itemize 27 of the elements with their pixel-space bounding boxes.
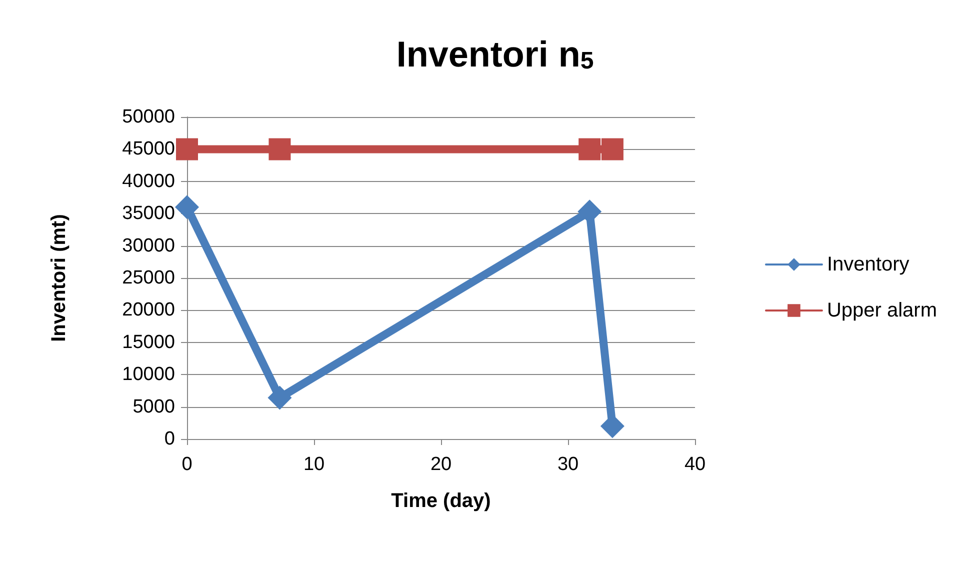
x-tick-label: 20 xyxy=(430,454,452,475)
y-tick-label: 30000 xyxy=(122,235,175,256)
y-tick-label: 5000 xyxy=(132,396,175,418)
legend-label: Inventory xyxy=(826,254,910,276)
chart-title: Inventori n5 xyxy=(396,34,594,74)
y-tick-label: 0 xyxy=(164,428,175,450)
point xyxy=(268,138,291,160)
point xyxy=(578,138,601,160)
point xyxy=(601,138,624,160)
legend-label: Upper alarm xyxy=(826,300,938,322)
point xyxy=(268,386,292,410)
y-axis-title: Inventori (mt) xyxy=(48,214,70,342)
y-tick-label: 20000 xyxy=(122,300,175,321)
point xyxy=(175,195,199,220)
x-tick-label: 0 xyxy=(182,454,192,475)
y-tick-label: 10000 xyxy=(122,364,175,386)
point xyxy=(176,138,198,160)
x-axis-title: Time (day) xyxy=(391,490,491,512)
y-tick-label: 15000 xyxy=(122,332,175,353)
y-tick-label: 45000 xyxy=(122,138,175,160)
x-tick-label: 40 xyxy=(684,454,706,475)
y-tick-label: 50000 xyxy=(122,106,175,128)
y-tick-label: 35000 xyxy=(122,203,175,224)
x-tick-label: 10 xyxy=(303,454,325,475)
y-tick-label: 25000 xyxy=(122,268,175,288)
y-tick-label: 40000 xyxy=(122,170,175,192)
x-tick-label: 30 xyxy=(557,454,579,475)
